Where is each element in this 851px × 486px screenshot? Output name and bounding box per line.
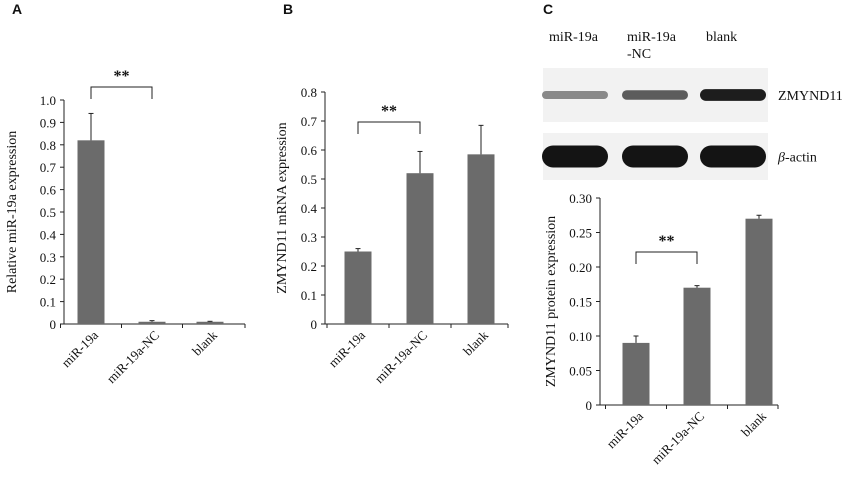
blot-row-label-italic: β — [777, 151, 785, 166]
panel-letter-b: B — [283, 1, 293, 17]
category-label: miR-19a — [58, 327, 101, 370]
lane-label: miR-19a — [549, 30, 599, 45]
bar-mir-19a — [77, 140, 105, 324]
y-tick-label: 0.9 — [40, 115, 56, 130]
y-tick-label: 0.7 — [40, 160, 57, 175]
y-tick-label: 0 — [311, 317, 318, 332]
blot-row-label-text: -actin — [785, 151, 817, 166]
y-tick-label: 0.20 — [569, 260, 592, 275]
category-label: blank — [189, 327, 220, 358]
lane-label: blank — [706, 30, 737, 45]
bar-mir-19a-nc — [683, 287, 711, 405]
category-label: miR-19a — [325, 327, 368, 370]
y-tick-label: 0.5 — [301, 172, 317, 187]
y-tick-label: 0.1 — [301, 288, 317, 303]
significance-bracket — [357, 121, 421, 134]
category-label: blank — [460, 327, 491, 358]
y-axis-title: Relative miR-19a expression — [5, 131, 20, 294]
chart-c: 0 0.05 0.10 0.15 0.20 0.25 0.30 miR-19a miR-19a-… — [544, 191, 779, 468]
y-tick-label: 0.8 — [40, 138, 56, 153]
blot-band — [622, 90, 688, 100]
y-tick-label: 1.0 — [40, 93, 56, 108]
y-tick-label: 0.2 — [40, 272, 56, 287]
y-tick-label: 0 — [586, 398, 593, 413]
category-label: miR-19a — [603, 408, 646, 451]
blot-band — [542, 90, 608, 100]
y-tick-label: 0.5 — [40, 205, 56, 220]
lane-label-line2: -NC — [627, 47, 651, 62]
y-tick-label: 0.1 — [40, 295, 56, 310]
y-tick-label: 0.25 — [569, 226, 592, 241]
bar-mir-19a-nc — [406, 173, 434, 324]
blot-band — [542, 145, 608, 168]
category-label: blank — [738, 408, 769, 439]
y-tick-label: 0.4 — [40, 227, 57, 242]
bar-mir-19a — [622, 342, 650, 405]
bar-blank — [196, 321, 224, 324]
y-tick-label: 0.10 — [569, 329, 592, 344]
lane-label: miR-19a — [627, 30, 677, 45]
y-tick-label: 0.30 — [569, 191, 592, 206]
significance-label: ** — [114, 68, 130, 85]
blot-band — [700, 89, 766, 101]
bar-mir-19a-nc — [138, 321, 166, 324]
y-tick-label: 0.3 — [40, 250, 56, 265]
y-tick-label: 0 — [50, 317, 57, 332]
blot-band — [622, 145, 688, 168]
blot-row-label: β-actin — [777, 151, 817, 166]
y-tick-label: 0.2 — [301, 259, 317, 274]
panel-letter-c: C — [543, 1, 553, 17]
y-axis-title: ZMYND11 protein expression — [544, 216, 559, 387]
y-tick-label: 0.3 — [301, 230, 317, 245]
y-tick-label: 0.4 — [301, 201, 318, 216]
western-blot: miR-19a miR-19a -NC blank ZMYND11 β-actin — [542, 30, 843, 180]
bar-mir-19a — [344, 251, 372, 324]
blot-band — [700, 145, 766, 168]
chart-b: 0 0.1 0.2 0.3 0.4 0.5 0.6 0.7 0.8 miR-19a miR-19a-… — [275, 85, 509, 387]
y-axis-title: ZMYND11 mRNA expression — [275, 122, 290, 293]
blot-row-label: ZMYND11 — [778, 89, 843, 104]
y-tick-label: 0.05 — [569, 364, 592, 379]
significance-bracket — [635, 251, 698, 264]
y-tick-label: 0.6 — [301, 143, 318, 158]
chart-a: 0 0.1 0.2 0.3 0.4 0.5 0.6 0.7 0.8 0.9 1.0 miR-19a mi… — [5, 68, 246, 387]
y-tick-label: 0.8 — [301, 85, 317, 100]
y-tick-label: 0.7 — [301, 114, 318, 129]
category-label: miR-19a-NC — [372, 328, 431, 387]
y-tick-label: 0.15 — [569, 295, 592, 310]
significance-label: ** — [659, 233, 675, 250]
category-label: miR-19a-NC — [649, 409, 708, 468]
panel-letter-a: A — [12, 1, 22, 17]
category-label: miR-19a-NC — [104, 328, 163, 387]
y-tick-label: 0.6 — [40, 183, 57, 198]
bar-blank — [467, 154, 495, 324]
significance-label: ** — [381, 103, 397, 120]
significance-bracket — [90, 86, 153, 99]
bar-blank — [745, 218, 773, 405]
